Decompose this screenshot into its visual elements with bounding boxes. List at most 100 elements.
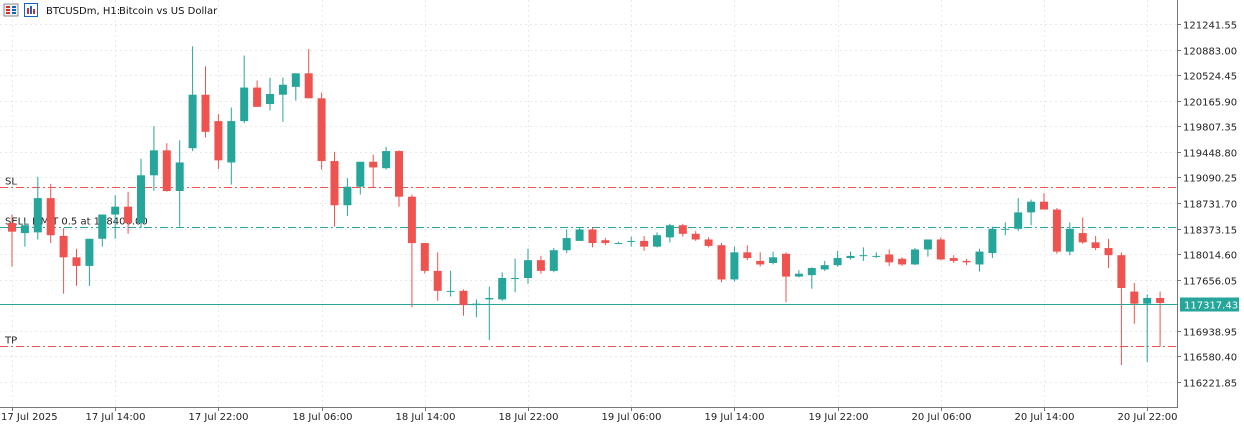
- candle-body: [885, 254, 894, 263]
- price-tick-label: 120883.00: [1183, 47, 1237, 58]
- candle-body: [640, 240, 649, 247]
- candle: [343, 178, 352, 216]
- candle-body: [278, 84, 287, 95]
- candle: [278, 77, 287, 122]
- candle: [923, 239, 932, 257]
- candle-body: [1027, 201, 1036, 213]
- candle: [730, 246, 739, 282]
- candle: [485, 286, 494, 341]
- candle: [769, 251, 778, 265]
- candle-body: [872, 255, 881, 257]
- candle: [291, 73, 300, 101]
- chart-window-icon[interactable]: [24, 3, 38, 17]
- candle: [20, 220, 29, 247]
- candle: [498, 272, 507, 301]
- candle-body: [898, 258, 907, 265]
- candle: [33, 176, 42, 240]
- candle-body: [85, 238, 94, 266]
- candles-layer: [8, 46, 1165, 366]
- candle-body: [807, 268, 816, 276]
- time-tick-label: 19 Jul 22:00: [809, 412, 869, 423]
- time-tick-label: 17 Jul 14:00: [86, 412, 146, 423]
- candle: [214, 113, 223, 169]
- candle: [691, 230, 700, 241]
- candle: [317, 92, 326, 170]
- candle: [111, 195, 120, 239]
- price-tick-label: 120165.90: [1183, 98, 1237, 109]
- candle: [162, 143, 171, 192]
- candle-body: [8, 223, 16, 232]
- candle: [859, 247, 868, 261]
- current-price-label: 117317.43: [1184, 301, 1238, 312]
- candle-body: [1143, 297, 1152, 304]
- candle-body: [188, 94, 197, 149]
- time-tick-label: 19 Jul 14:00: [705, 412, 765, 423]
- candle-body: [498, 278, 507, 300]
- candle-body: [1052, 209, 1061, 252]
- price-tick-label: 119807.35: [1183, 123, 1237, 134]
- candle-body: [549, 250, 558, 271]
- candle: [1104, 238, 1113, 269]
- candle: [1040, 193, 1048, 210]
- candle-body: [653, 235, 661, 247]
- candle-body: [562, 238, 571, 251]
- candle-body: [433, 270, 442, 291]
- candle-body: [691, 233, 700, 240]
- chart-header: BTCUSDm, H1: Bitcoin vs US Dollar: [3, 3, 218, 17]
- candle: [137, 158, 145, 229]
- candle-body: [459, 290, 468, 306]
- candle: [1065, 222, 1074, 256]
- candle-body: [536, 260, 545, 271]
- candle-body: [911, 249, 919, 265]
- candle-body: [98, 214, 107, 239]
- candle-body: [227, 121, 236, 163]
- candle: [575, 227, 584, 241]
- candle-body: [46, 198, 55, 236]
- candle: [833, 250, 842, 267]
- candle-body: [33, 198, 42, 233]
- candle: [807, 267, 816, 289]
- candle-body: [1065, 228, 1074, 252]
- candle: [382, 146, 391, 170]
- candle: [188, 46, 197, 152]
- candle-body: [859, 255, 868, 257]
- candle-body: [214, 121, 223, 161]
- candle-body: [601, 240, 610, 244]
- candle-body: [162, 150, 171, 191]
- time-tick-label: 19 Jul 06:00: [602, 412, 662, 423]
- candle-body: [59, 235, 68, 258]
- candle-body: [614, 243, 623, 245]
- level-label-1: SELL LIMIT 0.5 at 118400.00: [5, 217, 148, 228]
- candle: [240, 55, 249, 124]
- candle: [1027, 199, 1036, 226]
- candle-body: [291, 73, 300, 87]
- price-tick-label: 120524.45: [1183, 72, 1237, 83]
- time-tick-label: 18 Jul 14:00: [396, 412, 456, 423]
- price-tick-label: 116221.85: [1183, 379, 1237, 390]
- candle: [72, 248, 81, 286]
- current-price-tag: 117317.43: [1180, 297, 1239, 312]
- candle-body: [988, 228, 997, 254]
- candle: [782, 252, 790, 303]
- price-tick-label: 119448.80: [1183, 149, 1237, 160]
- price-tick-label: 118731.70: [1183, 200, 1237, 211]
- price-tick-label: 118373.15: [1183, 226, 1237, 237]
- candle-body: [588, 229, 597, 244]
- candle-body: [149, 150, 158, 176]
- candle-body: [266, 94, 274, 104]
- list-icon[interactable]: [3, 3, 19, 17]
- candle: [562, 229, 571, 254]
- symbol-label: BTCUSDm, H1:: [46, 6, 120, 17]
- price-tick-label: 117656.05: [1183, 277, 1237, 288]
- candle-body: [124, 206, 133, 224]
- time-tick-label: 18 Jul 22:00: [499, 412, 559, 423]
- candle: [988, 226, 997, 259]
- candle: [536, 255, 545, 274]
- time-tick-label: 18 Jul 06:00: [293, 412, 353, 423]
- candle: [459, 289, 468, 316]
- candle: [8, 214, 16, 267]
- candle: [407, 194, 416, 308]
- candle-body: [833, 258, 842, 266]
- candle-body: [846, 255, 855, 259]
